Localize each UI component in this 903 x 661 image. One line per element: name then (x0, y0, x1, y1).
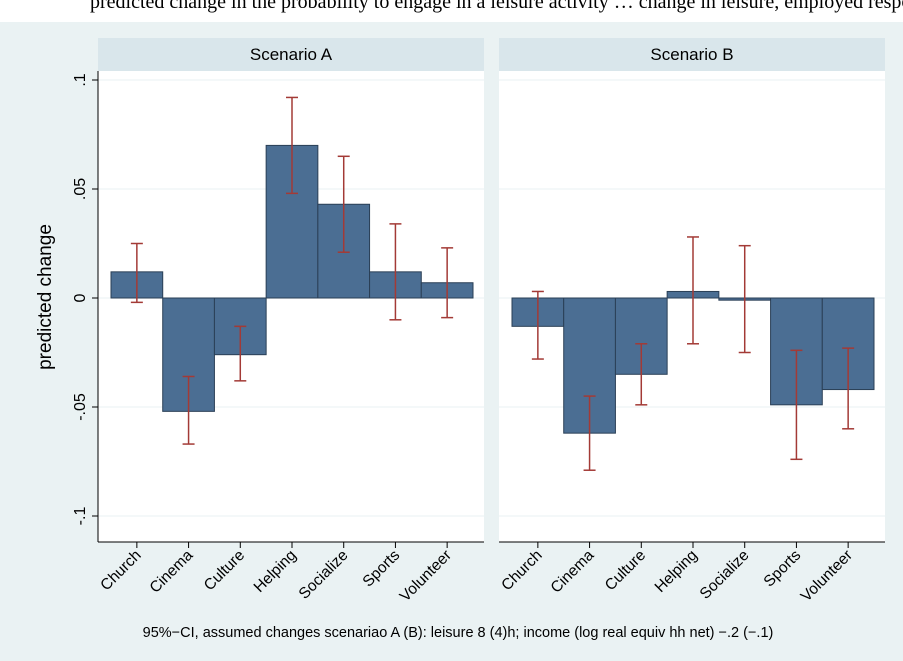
y-axis: -.1 -.05 0 .05 .1 (72, 73, 98, 525)
y-tick-label-3: .05 (72, 178, 89, 200)
y-tick-label-0: -.1 (72, 507, 89, 526)
panel-title: Scenario A (250, 45, 333, 64)
plot-area (98, 71, 484, 542)
y-tick-label-1: -.05 (72, 393, 89, 421)
panel-title: Scenario B (650, 45, 733, 64)
y-tick-label-4: .1 (72, 73, 89, 86)
chart-note: 95%−CI, assumed changes scenariao A (B):… (143, 625, 774, 641)
top-text: predicted change in the probability to e… (90, 0, 903, 13)
panel-strip (499, 38, 885, 71)
panel-strip (98, 38, 484, 71)
y-axis-label: predicted change (35, 224, 56, 370)
y-tick-label-2: 0 (72, 293, 89, 302)
top-cropped-text: predicted change in the probability to e… (0, 0, 903, 22)
